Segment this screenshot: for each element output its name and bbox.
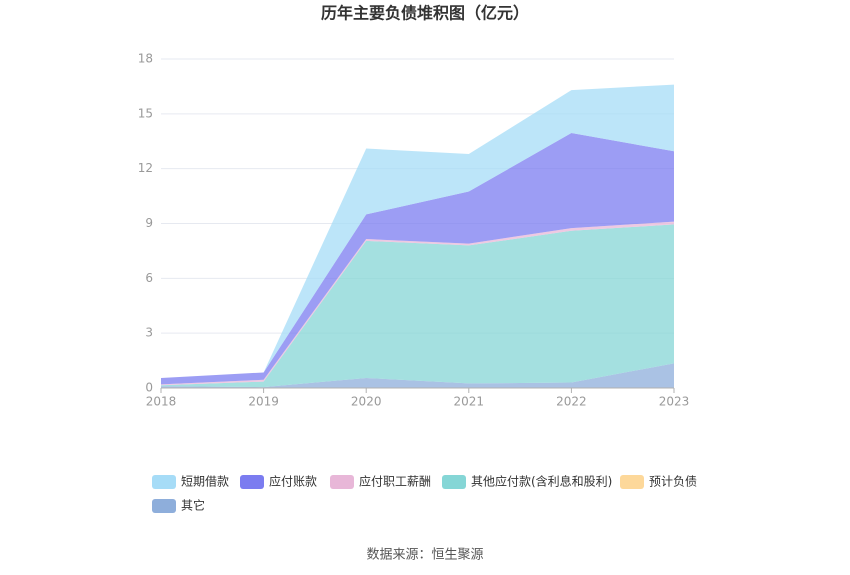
y-tick-label: 0 [145,381,153,395]
y-tick-label: 6 [145,271,153,285]
legend-swatch[interactable] [152,499,176,513]
legend-label[interactable]: 其他应付款(含利息和股利) [471,474,612,489]
x-tick-label: 2022 [556,395,587,409]
y-tick-label: 3 [145,326,153,340]
x-tick-label: 2018 [146,395,177,409]
area [161,224,674,388]
chart-title: 历年主要负债堆积图（亿元） [321,4,529,23]
area [161,84,674,378]
legend-swatch[interactable] [330,475,354,489]
area [161,133,674,385]
legend-swatch[interactable] [442,475,466,489]
source-note: 数据来源：恒生聚源 [366,548,483,563]
y-tick-label: 18 [138,52,153,66]
legend-swatch[interactable] [152,475,176,489]
legend-label[interactable]: 预计负债 [649,475,697,489]
x-tick-label: 2019 [248,395,279,409]
legend-swatch[interactable] [620,475,644,489]
area [161,363,674,388]
x-tick-label: 2023 [659,395,690,409]
legend-label[interactable]: 应付账款 [269,474,317,489]
legend-label[interactable]: 应付职工薪酬 [359,474,431,489]
y-tick-label: 9 [145,216,153,230]
legend-swatch[interactable] [240,475,264,489]
y-tick-label: 12 [138,161,153,175]
legend-label[interactable]: 短期借款 [181,475,229,489]
x-tick-label: 2021 [454,395,485,409]
legend-label[interactable]: 其它 [181,498,205,513]
x-tick-label: 2020 [351,395,382,409]
y-tick-label: 15 [138,106,153,120]
